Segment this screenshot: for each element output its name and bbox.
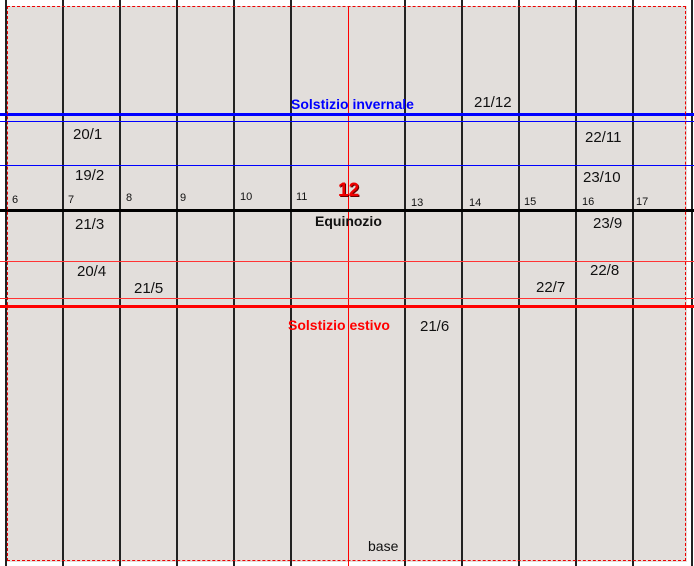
hour-label: 9 [180,192,187,204]
date-label: 22/11 [585,129,622,146]
winter-solstice-line [0,113,694,116]
hour-line-9 [176,0,178,566]
hour-line-11 [290,0,292,566]
hour-label: 17 [636,196,649,208]
hour-line-8 [119,0,121,566]
date-label: 22/8 [590,262,620,279]
may-jul-line [0,298,694,299]
hour-line-14 [461,0,463,566]
winter-solstice-label: Solstizio invernale [291,96,414,112]
hour-line-13 [404,0,406,566]
date-label: 23/9 [593,215,623,232]
equinox-label: Equinozio [315,213,382,229]
date-label: 21/12 [474,94,512,111]
hour-label: 13 [411,197,424,209]
hour-label: 14 [469,197,482,209]
date-label: 22/7 [536,279,566,296]
hour-label: 8 [126,192,133,204]
hour-line-18 [691,0,693,566]
hour-label: 7 [68,194,75,206]
jan-nov-line [0,121,694,122]
summer-solstice-label: Solstizio estivo [288,317,390,333]
hour-line-17 [632,0,634,566]
hour-label: 10 [240,191,253,203]
apr-aug-line [0,261,694,262]
date-label: 21/5 [134,280,164,297]
hour-line-7 [62,0,64,566]
hour-line-16 [575,0,577,566]
date-label: 21/3 [75,216,105,233]
equinox-line [0,209,694,212]
summer-solstice-line [0,305,694,308]
hour-label: 6 [12,194,19,206]
noon-label: 12 [338,180,360,201]
hour-line-10 [233,0,235,566]
feb-oct-line [0,165,694,166]
date-label: 20/4 [77,263,107,280]
date-label: 20/1 [73,126,103,143]
date-label: 21/6 [420,318,450,335]
hour-line-15 [518,0,520,566]
hour-label: 11 [296,191,308,203]
hour-label: 16 [582,196,595,208]
hour-line-6 [5,0,7,566]
base-label: base [368,538,399,554]
dial-border [7,6,686,561]
hour-label: 15 [524,196,537,208]
noon-line [348,6,349,566]
date-label: 19/2 [75,167,105,184]
date-label: 23/10 [583,169,621,186]
